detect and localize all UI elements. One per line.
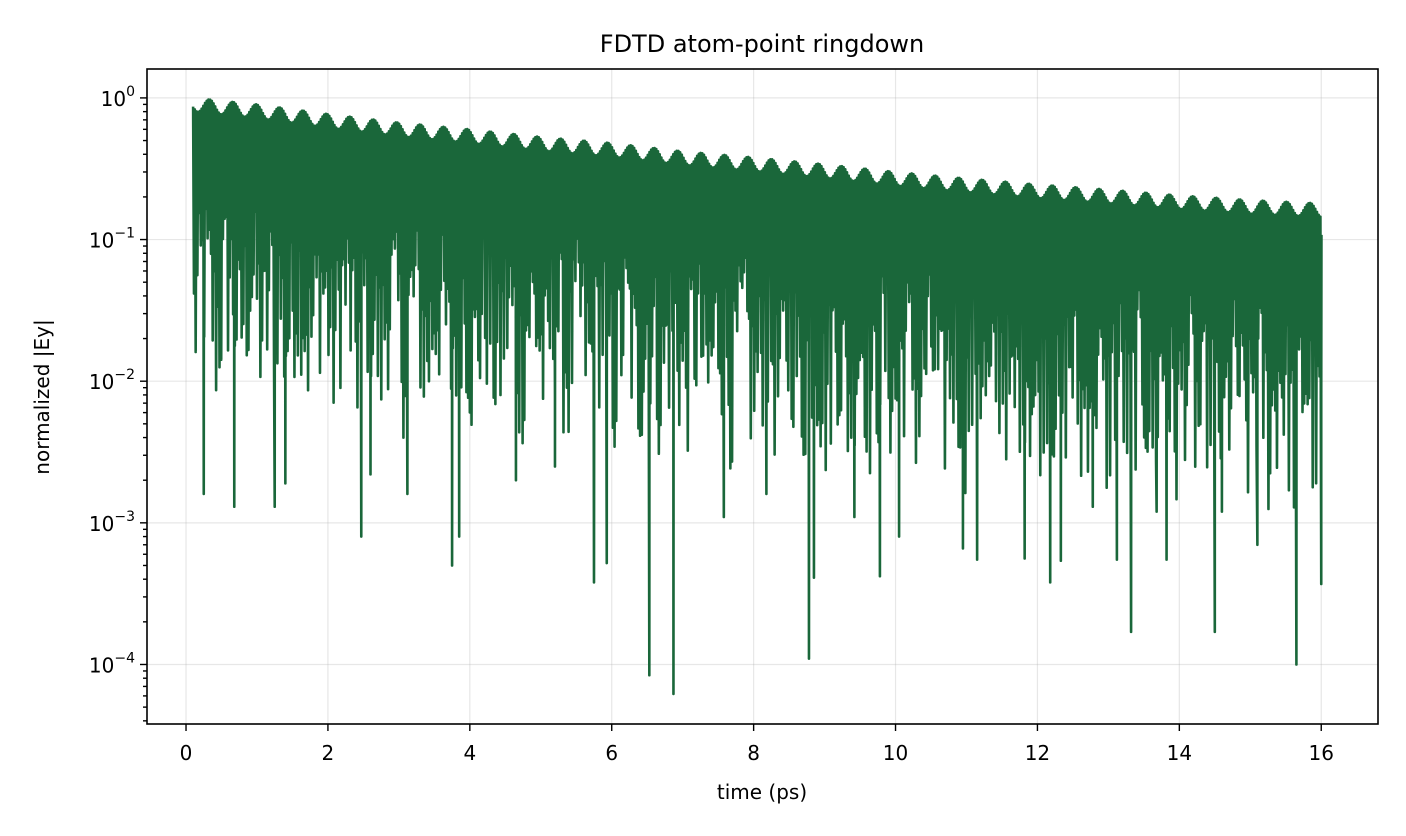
x-tick-label: 4 bbox=[463, 741, 476, 765]
series-line bbox=[191, 98, 1323, 696]
y-tick-base: 10 bbox=[89, 512, 114, 536]
y-tick-base: 10 bbox=[101, 87, 126, 111]
x-axis-ticks: 0 2 4 6 8 10 12 14 16 bbox=[180, 724, 1334, 765]
y-tick-exponent: −3 bbox=[114, 509, 135, 525]
x-tick-label: 14 bbox=[1167, 741, 1192, 765]
x-tick-label: 0 bbox=[180, 741, 193, 765]
y-tick-label: 10−3 bbox=[89, 509, 135, 536]
y-tick-label: 10−2 bbox=[89, 367, 135, 394]
y-tick-base: 10 bbox=[89, 229, 114, 253]
x-axis-title: time (ps) bbox=[717, 780, 807, 804]
x-tick-label: 2 bbox=[322, 741, 335, 765]
y-tick-exponent: −1 bbox=[114, 226, 135, 242]
x-tick-label: 6 bbox=[605, 741, 618, 765]
x-tick-label: 16 bbox=[1309, 741, 1334, 765]
y-tick-exponent: −4 bbox=[114, 650, 135, 666]
chart-title: FDTD atom-point ringdown bbox=[600, 30, 924, 58]
y-tick-base: 10 bbox=[89, 370, 114, 394]
y-tick-base: 10 bbox=[89, 653, 114, 677]
y-axis-title: normalized |Ey| bbox=[30, 319, 54, 474]
y-tick-label: 10−1 bbox=[89, 226, 135, 253]
plot-area bbox=[191, 98, 1323, 696]
y-tick-label: 10−4 bbox=[89, 650, 135, 677]
x-tick-label: 8 bbox=[747, 741, 760, 765]
y-tick-exponent: −2 bbox=[114, 367, 135, 383]
x-tick-label: 10 bbox=[883, 741, 908, 765]
y-tick-label: 100 bbox=[101, 84, 135, 111]
x-tick-label: 12 bbox=[1025, 741, 1050, 765]
axes-frame bbox=[146, 68, 1379, 725]
y-tick-exponent: 0 bbox=[126, 84, 135, 100]
